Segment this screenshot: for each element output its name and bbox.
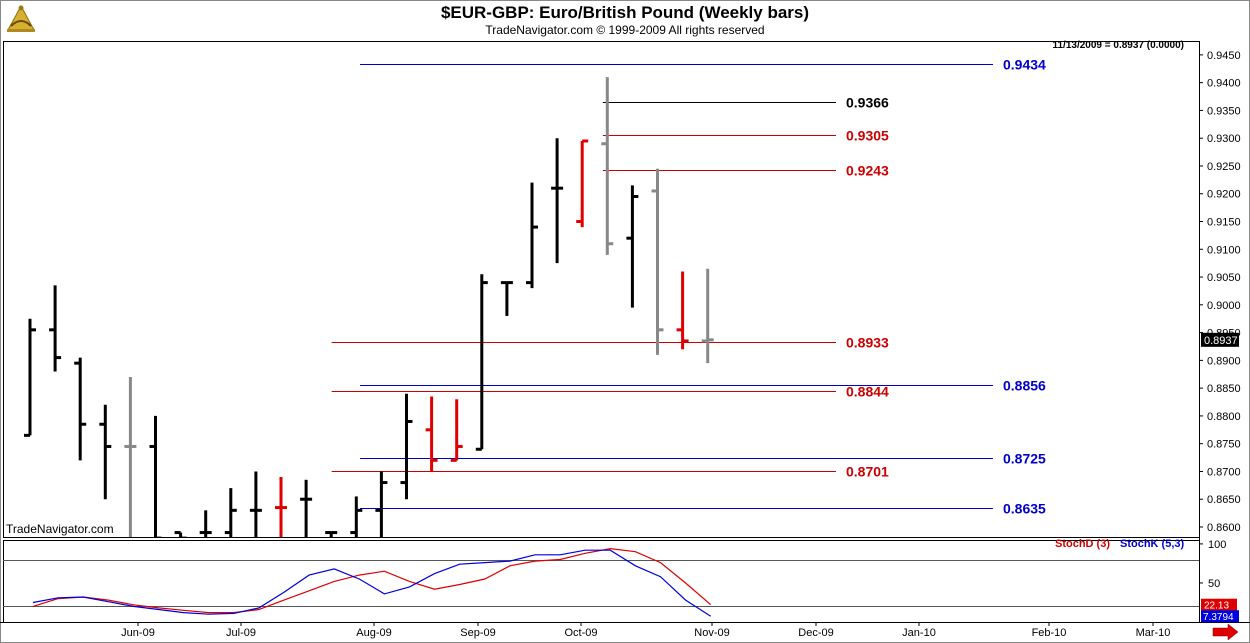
time-axis: Jun-09 Jul-09 Aug-09 Sep-09 Oct-09 Nov-09 Dec-… [121,622,1170,639]
sextant-logo-icon [7,4,35,32]
time-tick-label: Jan-10 [902,627,936,639]
price-tick-label: 0.9300 [1207,133,1241,145]
ohlc-bar [24,318,36,437]
stochd-legend: StochD (3) [1055,538,1110,550]
stochd-line [32,547,712,614]
stochastic-panel-frame [3,540,1200,623]
ohlc-bar [174,531,187,537]
stochk-legend: StochK (5,3) [1120,538,1185,550]
ohlc-bar [526,182,538,289]
ohlc-bar [124,377,137,537]
ohlc-bar [350,496,363,537]
ohlc-bar [576,139,589,228]
level-label: 0.8725 [1003,451,1046,467]
price-levels: 0.9434 0.9366 0.9305 0.9243 0.8933 0.8856 0.88… [331,57,1046,517]
ohlc-bar [74,357,87,461]
ohlc-bar [676,271,689,350]
ohlc-bar [701,268,714,364]
stochk-value-marker [1201,610,1239,623]
time-tick-label: Nov-09 [694,627,729,639]
price-tick-label: 0.9050 [1207,272,1241,284]
time-tick-label: Aug-09 [356,627,391,639]
ohlc-bar [475,274,488,451]
time-tick-label: Jun-09 [121,627,155,639]
time-tick-label: Jul-09 [226,627,256,639]
stochd-value-marker [1201,598,1237,611]
price-tick-label: 0.9200 [1207,189,1241,201]
price-tick-label: 0.9100 [1207,244,1241,256]
stochastic-panel: 100 50 StochD (3) StochK (5,3) 22.137.3794 [3,538,1239,623]
price-tick-label: 0.8650 [1207,494,1241,506]
price-tick-label: 0.8600 [1207,522,1241,534]
ohlc-bar [300,479,313,537]
stochk-value-label: 7.3794 [1203,612,1234,623]
stochd-value-label: 22.13 [1204,601,1229,612]
time-tick-label: Feb-10 [1032,627,1067,639]
right-arrow-icon [1212,623,1239,641]
price-tick-label: 0.9350 [1207,105,1241,117]
watermark-text: TradeNavigator.com [6,522,114,536]
level-label: 0.8844 [846,384,889,400]
price-tick-label: 0.9150 [1207,217,1241,229]
ohlc-bar [99,404,112,500]
time-tick-label: Mar-10 [1136,627,1171,639]
ohlc-bar [500,281,513,316]
time-tick-label: Oct-09 [564,627,597,639]
ohlc-bars [24,77,714,537]
price-tick-label: 0.8800 [1207,411,1241,423]
price-tick-label: 0.9400 [1207,78,1241,90]
level-label: 0.8856 [1003,378,1046,394]
ohlc-bar [400,393,413,500]
ohlc-bar [49,285,62,372]
price-tick-label: 0.9250 [1207,161,1241,173]
price-tick-label: 0.8700 [1207,466,1241,478]
stochk-line [32,549,712,617]
price-panel-frame [3,41,1200,538]
ohlc-bar [149,415,162,537]
level-label: 0.8933 [846,335,889,351]
level-label: 0.8701 [846,464,889,480]
level-label: 0.8635 [1003,501,1046,517]
level-label: 0.9243 [846,163,889,179]
ohlc-bar [325,531,338,537]
ohlc-bar [651,168,664,355]
level-label: 0.9434 [1003,57,1046,73]
chart-title: $EUR-GBP: Euro/British Pound (Weekly bar… [440,3,810,22]
stochastic-tick-label: 100 [1208,539,1226,551]
ohlc-bar [551,138,564,264]
ohlc-bar [450,399,463,462]
ohlc-bar [626,185,639,308]
ohlc-bar [224,488,237,537]
chart-subtitle: TradeNavigator.com © 1999-2009 All right… [485,23,765,37]
price-tick-label: 0.8850 [1207,383,1241,395]
current-price-marker [1201,332,1239,347]
level-label: 0.9305 [846,128,889,144]
price-tick-label: 0.8900 [1207,355,1241,367]
current-price-label: 0.8937 [1204,335,1238,347]
stochastic-tick-label: 50 [1208,578,1220,590]
ohlc-bar [199,510,212,537]
price-axis-ticks: 0.8600 0.8650 0.8700 0.8750 0.8800 0.8850 0.89… [1199,50,1241,534]
ohlc-bar [375,471,388,537]
ohlc-bar [425,396,438,472]
ohlc-bar [275,477,287,537]
price-tick-label: 0.9000 [1207,300,1241,312]
price-tick-label: 0.9450 [1207,50,1241,62]
price-tick-label: 0.8750 [1207,439,1241,451]
level-label: 0.9366 [846,95,889,111]
time-tick-label: Dec-09 [798,627,833,639]
ohlc-bar [601,77,614,255]
time-tick-label: Sep-09 [460,627,495,639]
info-line: 11/13/2009 = 0.8937 (0.0000) [1052,40,1184,51]
ohlc-bar [249,471,262,537]
